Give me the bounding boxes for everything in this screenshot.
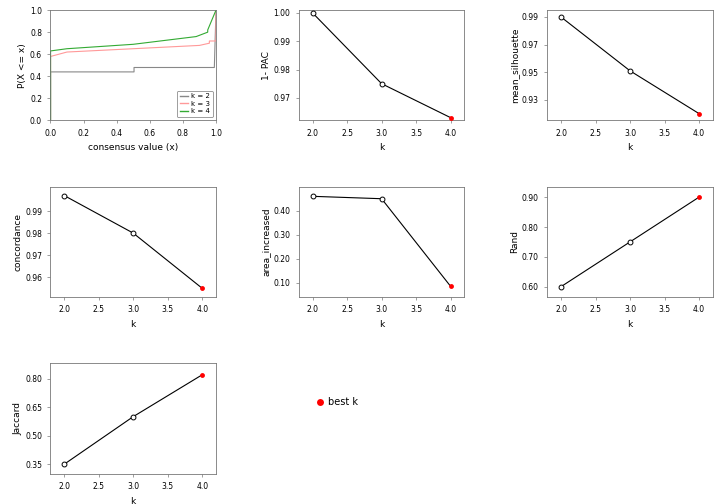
Y-axis label: Jaccard: Jaccard: [13, 402, 22, 435]
Legend: k = 2, k = 3, k = 4: k = 2, k = 3, k = 4: [177, 91, 212, 117]
X-axis label: k: k: [627, 320, 633, 329]
X-axis label: k: k: [130, 320, 136, 329]
X-axis label: k: k: [379, 143, 384, 152]
X-axis label: k: k: [379, 320, 384, 329]
Y-axis label: P(X <= x): P(X <= x): [18, 43, 27, 88]
Legend: best k: best k: [312, 393, 362, 411]
Y-axis label: concordance: concordance: [13, 213, 22, 271]
X-axis label: k: k: [627, 143, 633, 152]
Y-axis label: Rand: Rand: [510, 230, 519, 254]
Y-axis label: mean_silhouette: mean_silhouette: [510, 28, 519, 103]
Y-axis label: area_increased: area_increased: [261, 208, 271, 276]
Y-axis label: 1- PAC: 1- PAC: [261, 51, 271, 80]
X-axis label: k: k: [130, 496, 136, 504]
X-axis label: consensus value (x): consensus value (x): [88, 143, 179, 152]
